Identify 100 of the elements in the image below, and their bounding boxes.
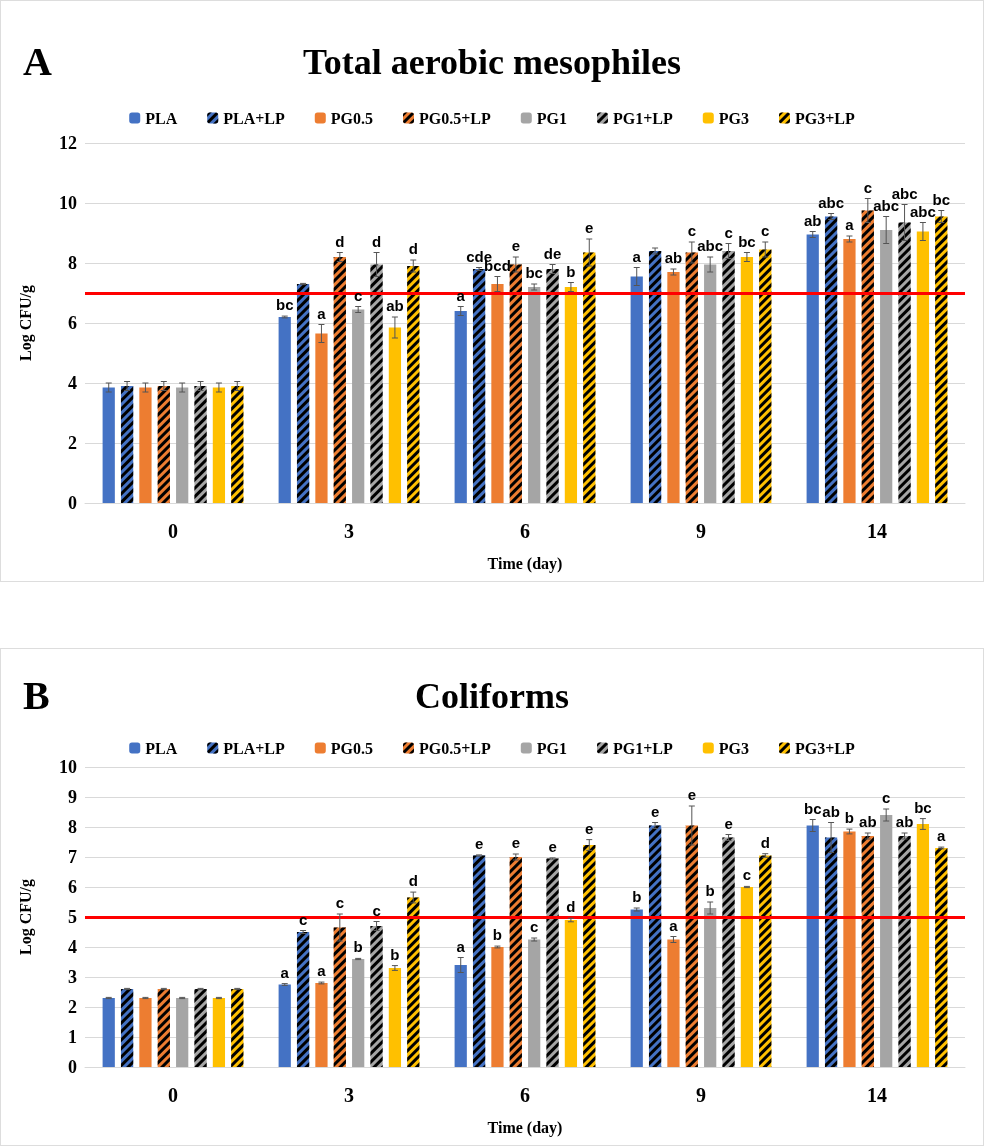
x-tick-label: 0 [168, 1084, 178, 1106]
data-label: bc [932, 190, 951, 208]
y-tick-label: 2 [68, 997, 77, 1017]
x-tick-label: 9 [696, 1084, 706, 1106]
y-tick-label: 9 [68, 787, 77, 807]
y-tick-label: 7 [68, 847, 77, 867]
data-label: e [585, 819, 594, 837]
legend-label: PG3+LP [795, 109, 856, 127]
data-label: c [724, 223, 733, 241]
x-tick-label: 0 [168, 520, 178, 542]
data-label: b [390, 945, 400, 963]
data-label: abc [891, 184, 918, 202]
data-label: e [548, 837, 557, 855]
data-label: a [317, 304, 327, 322]
data-label: c [863, 178, 872, 196]
data-label: a [632, 247, 642, 265]
y-tick-label: 8 [68, 253, 77, 273]
data-label: e [650, 802, 660, 820]
data-label: ab [386, 297, 404, 314]
bar [491, 947, 504, 1067]
legend-label: PLA+LP [223, 109, 286, 127]
data-label: d [335, 232, 345, 250]
legend-label: PG1+LP [613, 739, 674, 757]
bar [630, 909, 643, 1067]
bar [176, 998, 189, 1067]
legend-label: PG0.5+LP [419, 109, 492, 127]
y-tick-label: 2 [68, 433, 77, 453]
y-axis-title: Log CFU/g [16, 879, 35, 955]
bar [916, 231, 930, 503]
bar [102, 998, 115, 1067]
bar [139, 387, 152, 503]
legend-label: PG3 [718, 109, 749, 127]
bar [315, 983, 328, 1067]
bar [278, 984, 291, 1067]
x-tick-label: 3 [344, 520, 354, 542]
data-label: b [353, 938, 363, 956]
bar [843, 239, 856, 503]
data-label: b [566, 262, 576, 280]
legend-label: PLA [145, 109, 178, 127]
x-tick-label: 6 [520, 1084, 530, 1106]
bar [491, 284, 504, 503]
data-label: b [492, 926, 503, 944]
legend-label: PG3 [718, 739, 749, 757]
y-axis-title: Log CFU/g [16, 285, 35, 361]
bar [564, 920, 578, 1067]
bar [806, 234, 819, 503]
bar [388, 968, 402, 1067]
y-tick-label: 1 [68, 1027, 77, 1047]
data-label: e [474, 834, 484, 852]
legend-label: PG1 [536, 739, 567, 757]
legend-label: PLA [145, 739, 178, 757]
data-label: c [742, 866, 752, 884]
data-label: a [669, 916, 679, 934]
data-label: a [937, 827, 947, 845]
data-label: ab [803, 211, 822, 229]
x-tick-label: 3 [344, 1084, 354, 1106]
data-label: a [317, 962, 327, 980]
y-tick-label: 5 [68, 907, 77, 927]
data-label: c [335, 894, 344, 911]
bar [843, 831, 856, 1067]
y-tick-label: 8 [68, 817, 77, 837]
data-label: de [543, 244, 562, 262]
bar [454, 311, 467, 503]
data-label: b [844, 809, 855, 827]
data-label: d [408, 240, 418, 257]
x-axis-title: Time (day) [487, 554, 563, 573]
data-label: e [511, 834, 520, 851]
y-tick-label: 6 [68, 877, 77, 897]
bar [704, 264, 717, 503]
bar [102, 387, 115, 503]
bar [528, 287, 541, 503]
data-label: ab [822, 802, 840, 820]
bar [704, 908, 717, 1067]
legend-label: PG0.5 [330, 739, 373, 757]
bar [740, 887, 754, 1067]
text: A [23, 38, 52, 84]
bar [916, 824, 930, 1067]
data-label: d [566, 898, 576, 916]
y-tick-label: 12 [59, 133, 77, 153]
bar [667, 272, 680, 503]
data-label: bc [914, 798, 932, 816]
chart-title: Total aerobic mesophiles [302, 42, 682, 82]
data-label: d [408, 872, 418, 890]
x-tick-label: 14 [867, 520, 887, 542]
data-label: d [371, 232, 382, 250]
data-label: a [280, 963, 290, 981]
y-tick-label: 10 [59, 757, 77, 777]
data-label: bc [738, 232, 756, 250]
y-tick-label: 10 [59, 193, 77, 213]
bar [880, 815, 893, 1067]
data-label: a [845, 216, 855, 233]
data-label: bc [525, 264, 543, 281]
text: B [23, 672, 50, 718]
data-label: abc [697, 237, 724, 254]
legend-label: PG0.5 [330, 109, 373, 127]
data-label: bc [803, 799, 822, 817]
bar [528, 939, 541, 1067]
data-label: ab [664, 249, 683, 266]
data-label: bc [275, 296, 294, 314]
x-tick-label: 14 [867, 1084, 887, 1106]
